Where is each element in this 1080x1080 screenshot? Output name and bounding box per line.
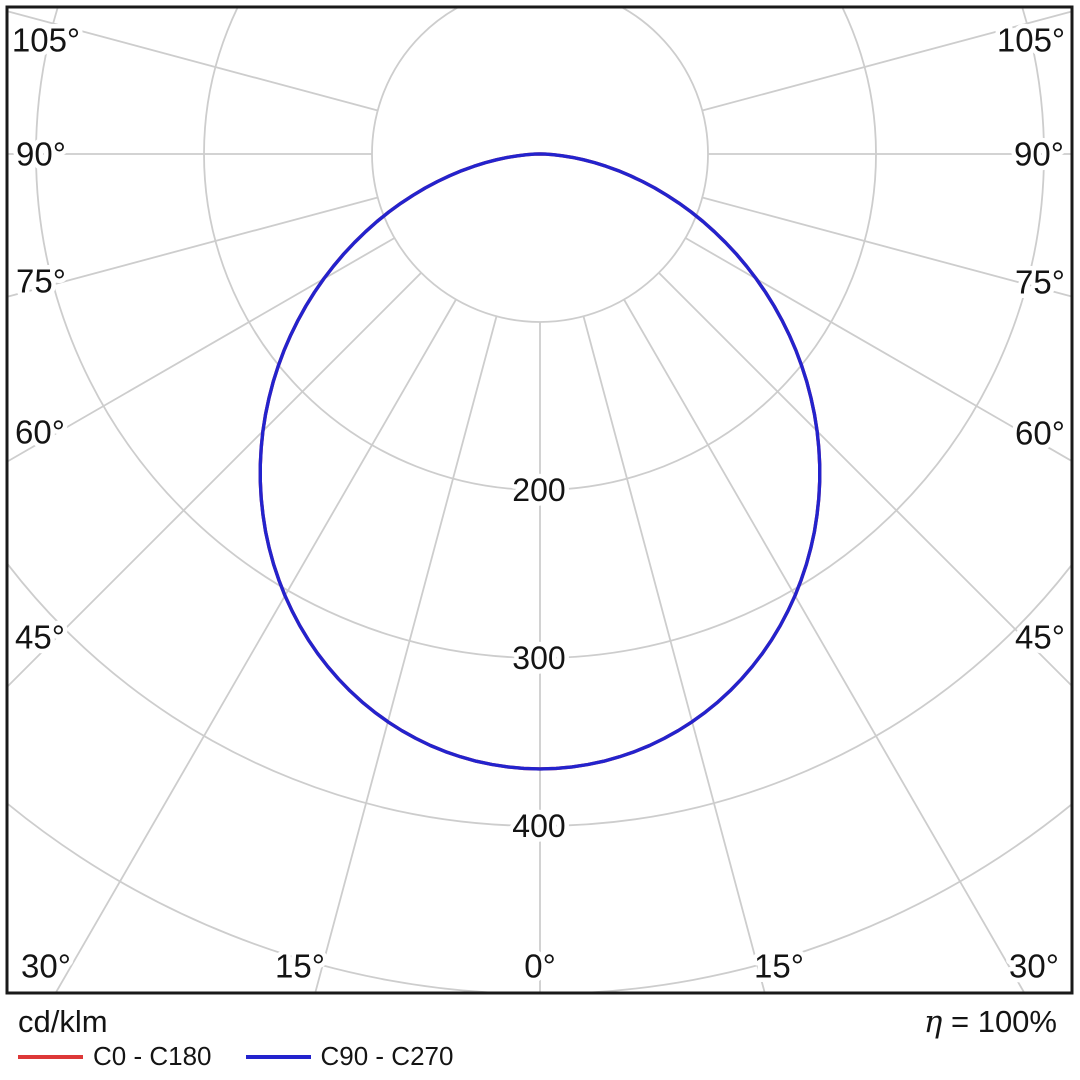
angle-label: 105° <box>12 22 80 59</box>
angle-label: 45° <box>1015 619 1065 656</box>
legend-item-c90-c270: C90 - C270 <box>245 1041 454 1072</box>
plot-frame <box>5 5 1074 995</box>
curve-c90-c270 <box>258 152 822 771</box>
grid-spoke <box>314 316 498 992</box>
ring-label: 400 <box>512 808 565 844</box>
legend: C0 - C180 C90 - C270 <box>18 1041 453 1072</box>
efficiency-label: η = 100% <box>923 1004 1057 1040</box>
ring-label: 300 <box>512 640 565 676</box>
angle-label: 30° <box>21 948 71 985</box>
legend-label-c90-c270: C90 - C270 <box>320 1041 454 1071</box>
angle-label: 75° <box>16 263 66 300</box>
angle-label: 45° <box>15 619 65 656</box>
legend-item-c0-c180: C0 - C180 <box>18 1041 212 1072</box>
angle-label: 0° <box>524 948 556 985</box>
ring-label: 200 <box>512 472 565 508</box>
grid-spoke <box>702 196 1071 298</box>
angle-label: 75° <box>1015 264 1065 301</box>
angle-label: 60° <box>1015 415 1065 452</box>
unit-label: cd/klm <box>18 1004 108 1039</box>
angle-label: 90° <box>1014 136 1064 173</box>
angle-label: 60° <box>15 414 65 451</box>
angle-label: 15° <box>275 948 325 985</box>
angle-label: 90° <box>16 136 66 173</box>
legend-label-c0-c180: C0 - C180 <box>93 1041 212 1071</box>
grid-spoke <box>55 299 457 992</box>
grid-spoke <box>582 316 766 992</box>
grid-spoke <box>623 299 1025 992</box>
angle-label: 105° <box>997 22 1065 59</box>
angle-label: 15° <box>754 948 804 985</box>
grid-circle <box>371 8 709 323</box>
grid-spoke <box>702 10 1071 112</box>
grid-spoke <box>8 237 395 462</box>
angle-label: 30° <box>1009 948 1059 985</box>
grid-spoke <box>8 10 378 112</box>
grid-spoke <box>8 196 378 298</box>
grid-spoke <box>685 237 1071 462</box>
legend-line-blue <box>245 1054 311 1059</box>
legend-line-red <box>18 1054 83 1059</box>
